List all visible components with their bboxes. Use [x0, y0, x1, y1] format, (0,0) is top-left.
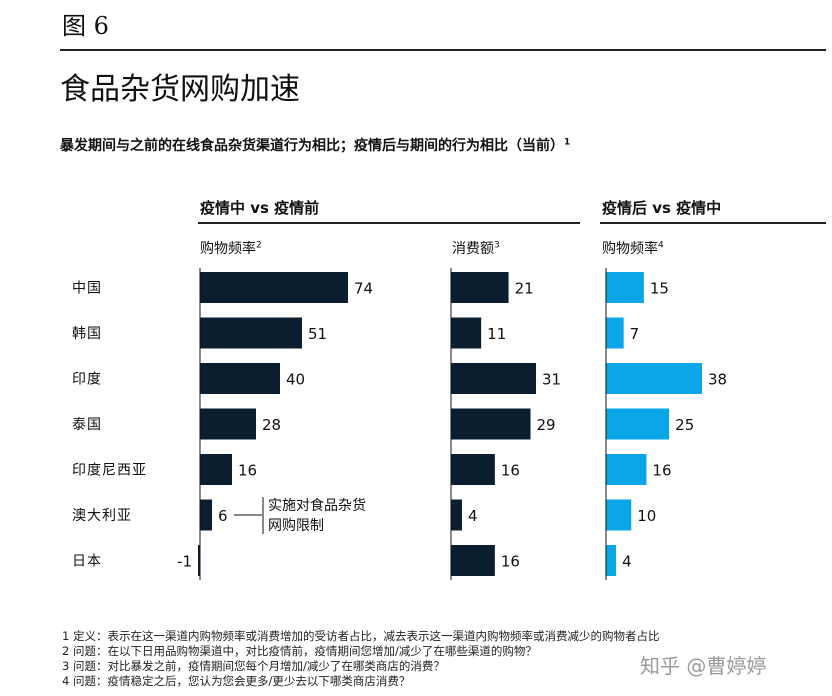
bar [606, 317, 624, 349]
bar-value-label: 29 [537, 416, 556, 434]
bar-value-label: 10 [637, 507, 656, 525]
annotation-line-1: 实施对食品杂货 [268, 498, 366, 514]
bar-value-label: 16 [501, 462, 520, 480]
metric-footnote-mark: 2 [256, 240, 262, 251]
bar-value-label: 25 [675, 416, 694, 434]
annotation-line-2: 网购限制 [268, 518, 324, 534]
bar-value-label: 21 [515, 280, 534, 298]
bar [451, 408, 531, 440]
bar [451, 454, 495, 485]
top-rule [60, 49, 826, 51]
bar [451, 317, 482, 349]
bar-value-label: 16 [501, 553, 520, 571]
country-label: 中国 [72, 281, 102, 297]
bar [606, 454, 647, 485]
bar-value-label: 16 [652, 462, 671, 480]
footnote-1: 1 定义：表示在这一渠道内购物频率或消费增加的受访者占比，减去表示这一渠道内购物… [62, 629, 660, 643]
bar-value-label: 7 [630, 325, 640, 343]
subtitle-footnote-mark: 1 [564, 137, 571, 148]
metric-label: 购物频率 [602, 241, 658, 257]
country-label: 泰国 [72, 417, 102, 433]
bar [451, 272, 509, 303]
bar [606, 499, 632, 531]
footnote-3: 3 问题：对比暴发之前，疫情期间您每个月增加/减少了在哪类商店的消费？ [62, 659, 445, 673]
annotation-restriction: 实施对食品杂货 网购限制 [268, 496, 366, 536]
bar-value-label: 40 [286, 371, 305, 389]
bar-value-label: 28 [262, 416, 281, 434]
bar [606, 545, 617, 576]
bar-value-label: 16 [238, 462, 257, 480]
bar-value-label: 51 [308, 325, 327, 343]
bar-value-label: 4 [468, 507, 478, 525]
bar [198, 545, 200, 576]
bar [200, 363, 280, 394]
bar-value-label: 74 [354, 280, 373, 298]
bar-value-label: 4 [622, 553, 632, 571]
country-label: 印度尼西亚 [72, 463, 147, 479]
bar [606, 363, 702, 394]
chart-title: 食品杂货网购加速 [60, 72, 300, 107]
bar [200, 454, 232, 485]
bar [606, 408, 670, 440]
bar [451, 545, 495, 576]
footnote-4: 4 问题：疫情稳定之后，您认为您会更多/更少去以下哪类商店消费？ [62, 674, 411, 688]
bar [200, 272, 348, 303]
bar-value-label: 11 [487, 325, 506, 343]
bar [451, 499, 462, 531]
bar-value-label: -1 [177, 553, 192, 571]
bar-value-label: 15 [650, 280, 669, 298]
bar [200, 499, 212, 531]
bar-value-label: 31 [542, 371, 561, 389]
subtitle-text: 暴发期间与之前的在线食品杂货渠道行为相比；疫情后与期间的行为相比（当前） [60, 138, 564, 154]
metric-header-freq-after: 购物频率4 [602, 238, 664, 258]
metric-header-freq-during: 购物频率2 [200, 238, 262, 258]
bar [606, 272, 644, 303]
bar-value-label: 6 [218, 507, 228, 525]
group-header-right: 疫情后 vs 疫情中 [602, 199, 722, 217]
bar [200, 408, 256, 440]
metric-label: 消费额 [452, 241, 494, 257]
bar [451, 363, 536, 394]
country-label: 日本 [72, 554, 102, 570]
metric-footnote-mark: 3 [494, 240, 500, 251]
bar [200, 317, 302, 349]
chart-subtitle: 暴发期间与之前的在线食品杂货渠道行为相比；疫情后与期间的行为相比（当前）1 [60, 135, 570, 155]
group-rule-right [600, 222, 826, 224]
metric-footnote-mark: 4 [658, 240, 664, 251]
group-header-left: 疫情中 vs 疫情前 [200, 199, 320, 217]
figure-label: 图 6 [62, 12, 109, 40]
bar-value-label: 38 [708, 371, 727, 389]
country-label: 韩国 [72, 326, 102, 342]
watermark: 知乎 @曹婷婷 [640, 654, 767, 678]
country-label: 澳大利亚 [72, 508, 132, 524]
metric-label: 购物频率 [200, 241, 256, 257]
footnote-2: 2 问题：在以下日用品购物渠道中，对比疫情前，疫情期间您增加/减少了在哪些渠道的… [62, 644, 537, 658]
bar-chart: 中国韩国印度泰国印度尼西亚澳大利亚日本74514028166-121113129… [72, 268, 727, 580]
group-rule-left [198, 222, 580, 224]
country-label: 印度 [72, 372, 102, 388]
metric-header-spend-during: 消费额3 [452, 238, 500, 258]
